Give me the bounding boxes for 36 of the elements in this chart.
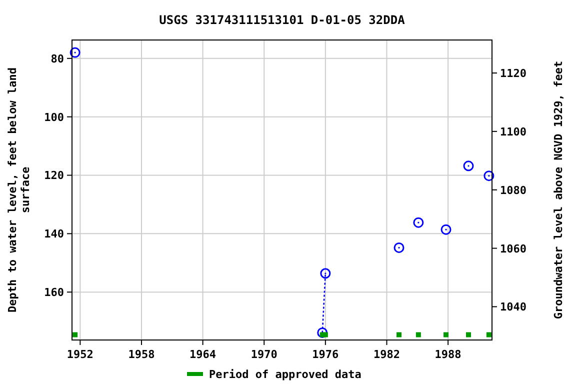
point xyxy=(413,217,424,228)
point xyxy=(70,47,80,58)
point xyxy=(416,332,421,338)
chart-title: USGS 331743111513101 D-01-05 32DDA xyxy=(159,13,406,27)
y-tick-label: 100 xyxy=(44,110,64,124)
y2-tick-label: 1040 xyxy=(500,300,526,314)
y2-tick-label: 1060 xyxy=(500,242,526,256)
y-axis-title: Depth to water level, feet below land surface xyxy=(6,67,32,313)
y-tick-label: 120 xyxy=(44,169,64,182)
point xyxy=(396,332,402,338)
x-tick-label: 1988 xyxy=(434,348,462,361)
y2-tick-label: 1080 xyxy=(500,184,526,197)
y2-tick-label: 1120 xyxy=(500,67,526,80)
legend-label: Period of approved data xyxy=(209,368,362,381)
point xyxy=(322,332,328,338)
y2-tick-label: 1100 xyxy=(500,125,526,138)
y-tick-label: 160 xyxy=(44,286,64,300)
x-tick-label: 1976 xyxy=(312,348,340,361)
point xyxy=(394,242,404,253)
point xyxy=(440,224,452,235)
point xyxy=(466,332,471,338)
y-tick-label: 80 xyxy=(50,52,64,66)
x-tick-label: 1982 xyxy=(373,348,400,361)
point xyxy=(484,170,494,182)
point xyxy=(72,332,78,338)
point xyxy=(317,327,328,338)
x-tick-label: 1952 xyxy=(66,348,94,361)
x-tick-label: 1970 xyxy=(250,348,278,361)
point xyxy=(444,332,449,338)
point xyxy=(486,332,492,338)
point xyxy=(320,268,331,279)
x-tick-label: 1964 xyxy=(190,348,216,361)
x-tick-label: 1958 xyxy=(128,348,155,361)
y2-axis-title: Groundwater level above NGVD 1929, feet xyxy=(552,60,565,320)
y-tick-label: 140 xyxy=(44,228,64,241)
point xyxy=(463,160,474,172)
